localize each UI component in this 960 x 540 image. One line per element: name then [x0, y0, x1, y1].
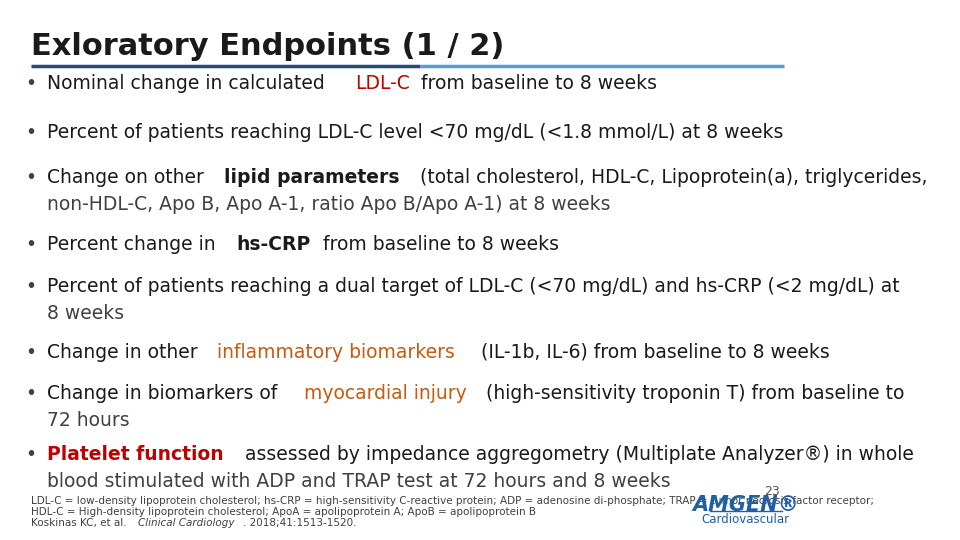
- Text: lipid parameters: lipid parameters: [224, 167, 399, 187]
- Text: Change in biomarkers of: Change in biomarkers of: [47, 383, 283, 403]
- Text: from baseline to 8 weeks: from baseline to 8 weeks: [317, 234, 560, 254]
- Text: (high-sensitivity troponin T) from baseline to: (high-sensitivity troponin T) from basel…: [480, 383, 904, 403]
- Text: Clinical Cardiology: Clinical Cardiology: [138, 518, 234, 528]
- Text: Cardiovascular: Cardiovascular: [701, 513, 789, 526]
- Text: •: •: [25, 123, 36, 142]
- Text: hs-CRP: hs-CRP: [236, 234, 311, 254]
- Text: 23: 23: [764, 485, 780, 498]
- Text: myocardial injury: myocardial injury: [303, 383, 467, 403]
- Text: assessed by impedance aggregometry (Multiplate Analyzer®) in whole: assessed by impedance aggregometry (Mult…: [239, 445, 914, 464]
- Text: blood stimulated with ADP and TRAP test at 72 hours and 8 weeks: blood stimulated with ADP and TRAP test …: [47, 472, 670, 491]
- Text: •: •: [25, 383, 36, 403]
- Text: •: •: [25, 167, 36, 187]
- Text: LDL-C = low-density lipoprotein cholesterol; hs-CRP = high-sensitivity C-reactiv: LDL-C = low-density lipoprotein choleste…: [31, 496, 874, 506]
- Text: Koskinas KC, et al.: Koskinas KC, et al.: [31, 518, 130, 528]
- Text: •: •: [25, 342, 36, 362]
- Text: Percent of patients reaching a dual target of LDL-C (<70 mg/dL) and hs-CRP (<2 m: Percent of patients reaching a dual targ…: [47, 276, 900, 296]
- Text: AMGEN®: AMGEN®: [692, 495, 799, 515]
- Text: LDL-C: LDL-C: [355, 74, 410, 93]
- Text: •: •: [25, 276, 36, 296]
- Text: •: •: [25, 234, 36, 254]
- Text: Exloratory Endpoints (1 / 2): Exloratory Endpoints (1 / 2): [31, 32, 504, 62]
- Text: . 2018;41:1513-1520.: . 2018;41:1513-1520.: [243, 518, 356, 528]
- Text: Percent change in: Percent change in: [47, 234, 222, 254]
- Text: inflammatory biomarkers: inflammatory biomarkers: [217, 342, 455, 362]
- Text: •: •: [25, 445, 36, 464]
- Text: Change in other: Change in other: [47, 342, 204, 362]
- Text: (IL-1b, IL-6) from baseline to 8 weeks: (IL-1b, IL-6) from baseline to 8 weeks: [475, 342, 830, 362]
- Text: 8 weeks: 8 weeks: [47, 303, 124, 323]
- Text: (total cholesterol, HDL-C, Lipoprotein(a), triglycerides,: (total cholesterol, HDL-C, Lipoprotein(a…: [415, 167, 928, 187]
- Text: 72 hours: 72 hours: [47, 410, 130, 430]
- Text: HDL-C = High-density lipoprotein cholesterol; ApoA = apolipoprotein A; ApoB = ap: HDL-C = High-density lipoprotein cholest…: [31, 507, 536, 517]
- Text: Percent of patients reaching LDL-C level <70 mg/dL (<1.8 mmol/L) at 8 weeks: Percent of patients reaching LDL-C level…: [47, 123, 783, 142]
- Text: •: •: [25, 74, 36, 93]
- Text: Change on other: Change on other: [47, 167, 209, 187]
- Text: Nominal change in calculated: Nominal change in calculated: [47, 74, 330, 93]
- Text: from baseline to 8 weeks: from baseline to 8 weeks: [415, 74, 657, 93]
- Text: non-HDL-C, Apo B, Apo A-1, ratio Apo B/Apo A-1) at 8 weeks: non-HDL-C, Apo B, Apo A-1, ratio Apo B/A…: [47, 194, 611, 214]
- Text: Platelet function: Platelet function: [47, 445, 224, 464]
